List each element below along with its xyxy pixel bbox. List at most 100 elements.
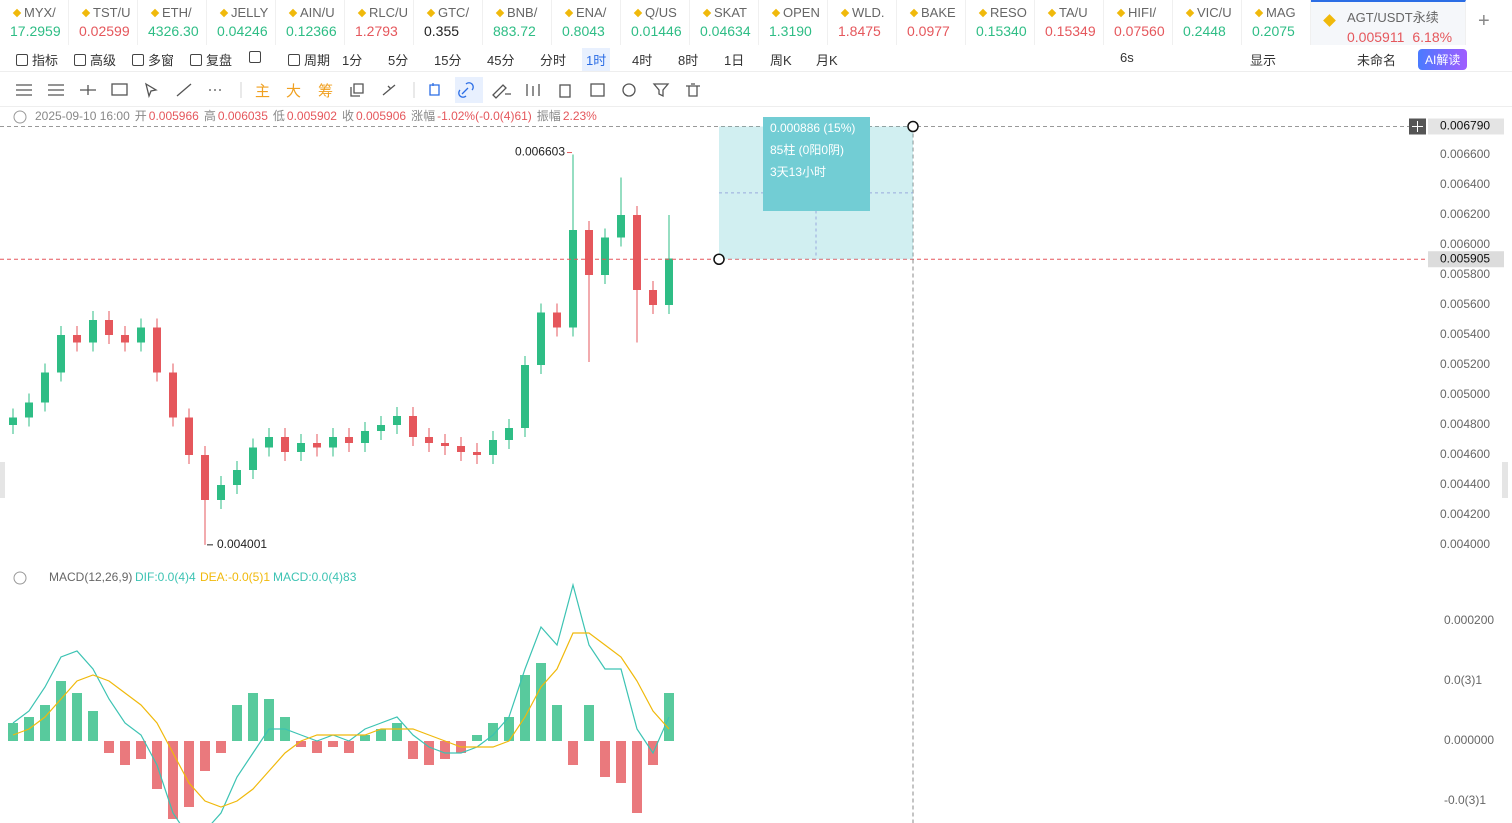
candle-body [601, 237, 609, 275]
ticker-price: 1.3190 [769, 23, 812, 39]
ticker-price: 0.005911 6.18% [1347, 29, 1465, 45]
tool-chip[interactable]: 筹 [318, 83, 333, 100]
icon-pen[interactable] [492, 84, 511, 99]
ticker-symbol: ENA/ [562, 5, 620, 20]
macd-bar [120, 741, 130, 765]
icon-trend[interactable] [176, 83, 192, 97]
ticker[interactable]: RESO 0.15340 [966, 0, 1035, 45]
price-tag-bg [1428, 118, 1504, 135]
y-tick-label: 0.006200 [1440, 207, 1490, 221]
period-button[interactable]: 周K [770, 53, 792, 68]
icon-trash[interactable] [686, 83, 700, 97]
y-tick-label: 0.004600 [1440, 447, 1490, 461]
y-tick-label: 0.005800 [1440, 267, 1490, 281]
ticker-symbol: AIN/U [286, 5, 344, 20]
ticker-price: 0.07560 [1114, 23, 1165, 39]
macd-bar [72, 693, 82, 741]
period-button[interactable]: 1日 [724, 53, 745, 68]
icon-rect[interactable] [111, 83, 128, 96]
icon-note[interactable] [590, 83, 605, 97]
info-date: 2025-09-10 16:00 [35, 109, 130, 123]
macd-bar [184, 741, 194, 807]
macd-bar [56, 681, 66, 741]
ticker[interactable]: RLC/U 1.2793 [345, 0, 414, 45]
ticker[interactable]: BAKE 0.0977 [897, 0, 966, 45]
toolbar-button[interactable]: 未命名 [1357, 53, 1397, 68]
ticker[interactable]: AIN/U 0.12366 [276, 0, 345, 45]
ticker[interactable]: Q/US 0.01446 [621, 0, 690, 45]
ticker[interactable]: ETH/4326.30 [138, 0, 207, 45]
ticker[interactable]: SKAT 0.04634 [690, 0, 759, 45]
info-label: 收 [342, 109, 354, 123]
ticker-symbol: OPEN [769, 5, 827, 20]
info-value: -1.02%(-0.0(4)61) [437, 109, 532, 123]
candle-body [233, 470, 241, 485]
candle-body [73, 335, 81, 343]
ticker-price: 0.15340 [976, 23, 1027, 39]
active-ticker[interactable]: AGT/USDT永续 0.005911 6.18% [1311, 0, 1466, 45]
period-button[interactable]: 1时 [582, 48, 611, 71]
legend-entry: MACD:0.0(4)83 [273, 570, 357, 584]
ticker[interactable]: WLD. 1.8475 [828, 0, 897, 45]
period-button[interactable]: 分时 [540, 53, 567, 68]
period-button[interactable]: 45分 [487, 53, 515, 68]
ticker[interactable]: ENA/0.8043 [552, 0, 621, 45]
icon-filter[interactable] [652, 83, 670, 98]
chart-type-icon[interactable] [249, 50, 265, 65]
ticker[interactable]: GTC/0.355 [414, 0, 483, 45]
icon-copy[interactable] [350, 83, 364, 97]
toolbar-button[interactable]: 高级 [74, 50, 116, 69]
toolbar-button[interactable]: 6s [1120, 50, 1134, 65]
macd-line [12, 632, 670, 808]
icon-layer[interactable] [429, 83, 440, 96]
y-tick-label: 0.005000 [1440, 387, 1490, 401]
ticker[interactable]: TA/U 0.15349 [1035, 0, 1104, 45]
period-button[interactable]: 1分 [342, 53, 363, 68]
period-button[interactable]: 月K [816, 53, 838, 68]
ticker[interactable]: HIFI/0.07560 [1104, 0, 1173, 45]
icon-hline[interactable] [80, 85, 96, 95]
period-button[interactable]: 5分 [388, 53, 409, 68]
toolbar-button[interactable]: 复盘 [190, 50, 232, 69]
add-tab[interactable]: + [1478, 10, 1490, 32]
period-button[interactable]: 8时 [678, 53, 699, 68]
candle-body [9, 417, 17, 425]
period-button[interactable]: 4时 [632, 53, 653, 68]
ticker-price: 1.2793 [355, 23, 398, 39]
icon-bars[interactable] [526, 84, 540, 96]
ticker[interactable]: JELLY 0.04246 [207, 0, 276, 45]
candle-body [121, 335, 129, 343]
toolbar-button[interactable]: 多窗 [132, 50, 174, 69]
ticker-symbol: RLC/U [355, 5, 413, 20]
icon-cursor[interactable] [144, 82, 158, 99]
y-tick-label: 0.004000 [1440, 537, 1490, 551]
ticker[interactable]: MAG 0.2075 [1242, 0, 1311, 45]
period-button[interactable]: 15分 [434, 53, 462, 68]
candle-body [665, 258, 673, 305]
tool-big[interactable]: 大 [286, 83, 301, 100]
ticker-price: 0.355 [424, 23, 460, 39]
candle-body [153, 327, 161, 373]
icon-lock[interactable] [559, 84, 571, 98]
icon-channel[interactable] [48, 84, 64, 96]
icon-magnet[interactable] [622, 83, 636, 97]
candle-body [57, 335, 65, 373]
toolbar-button[interactable]: 指标 [16, 50, 58, 69]
toolbar-button[interactable]: 周期 [288, 50, 330, 69]
y-tick-label: 0.006400 [1440, 177, 1490, 191]
icon-link[interactable] [458, 82, 474, 98]
icon-lines[interactable] [16, 84, 32, 96]
ticker[interactable]: MYX/17.2959 [0, 0, 69, 45]
ticker[interactable]: OPEN 1.3190 [759, 0, 828, 45]
macd-bar [600, 741, 610, 777]
icon-brush[interactable] [382, 84, 396, 96]
ticker[interactable]: BNB/883.72 [483, 0, 552, 45]
toolbar-button[interactable]: 显示 [1250, 53, 1277, 68]
info-label: 振幅 [537, 108, 561, 123]
ticker[interactable]: VIC/U 0.2448 [1173, 0, 1242, 45]
tool-main[interactable]: 主 [255, 83, 270, 100]
ticker[interactable]: TST/U 0.02599 [69, 0, 138, 45]
macd-bar [616, 741, 626, 783]
ai-button[interactable]: AI解读 [1418, 49, 1468, 70]
